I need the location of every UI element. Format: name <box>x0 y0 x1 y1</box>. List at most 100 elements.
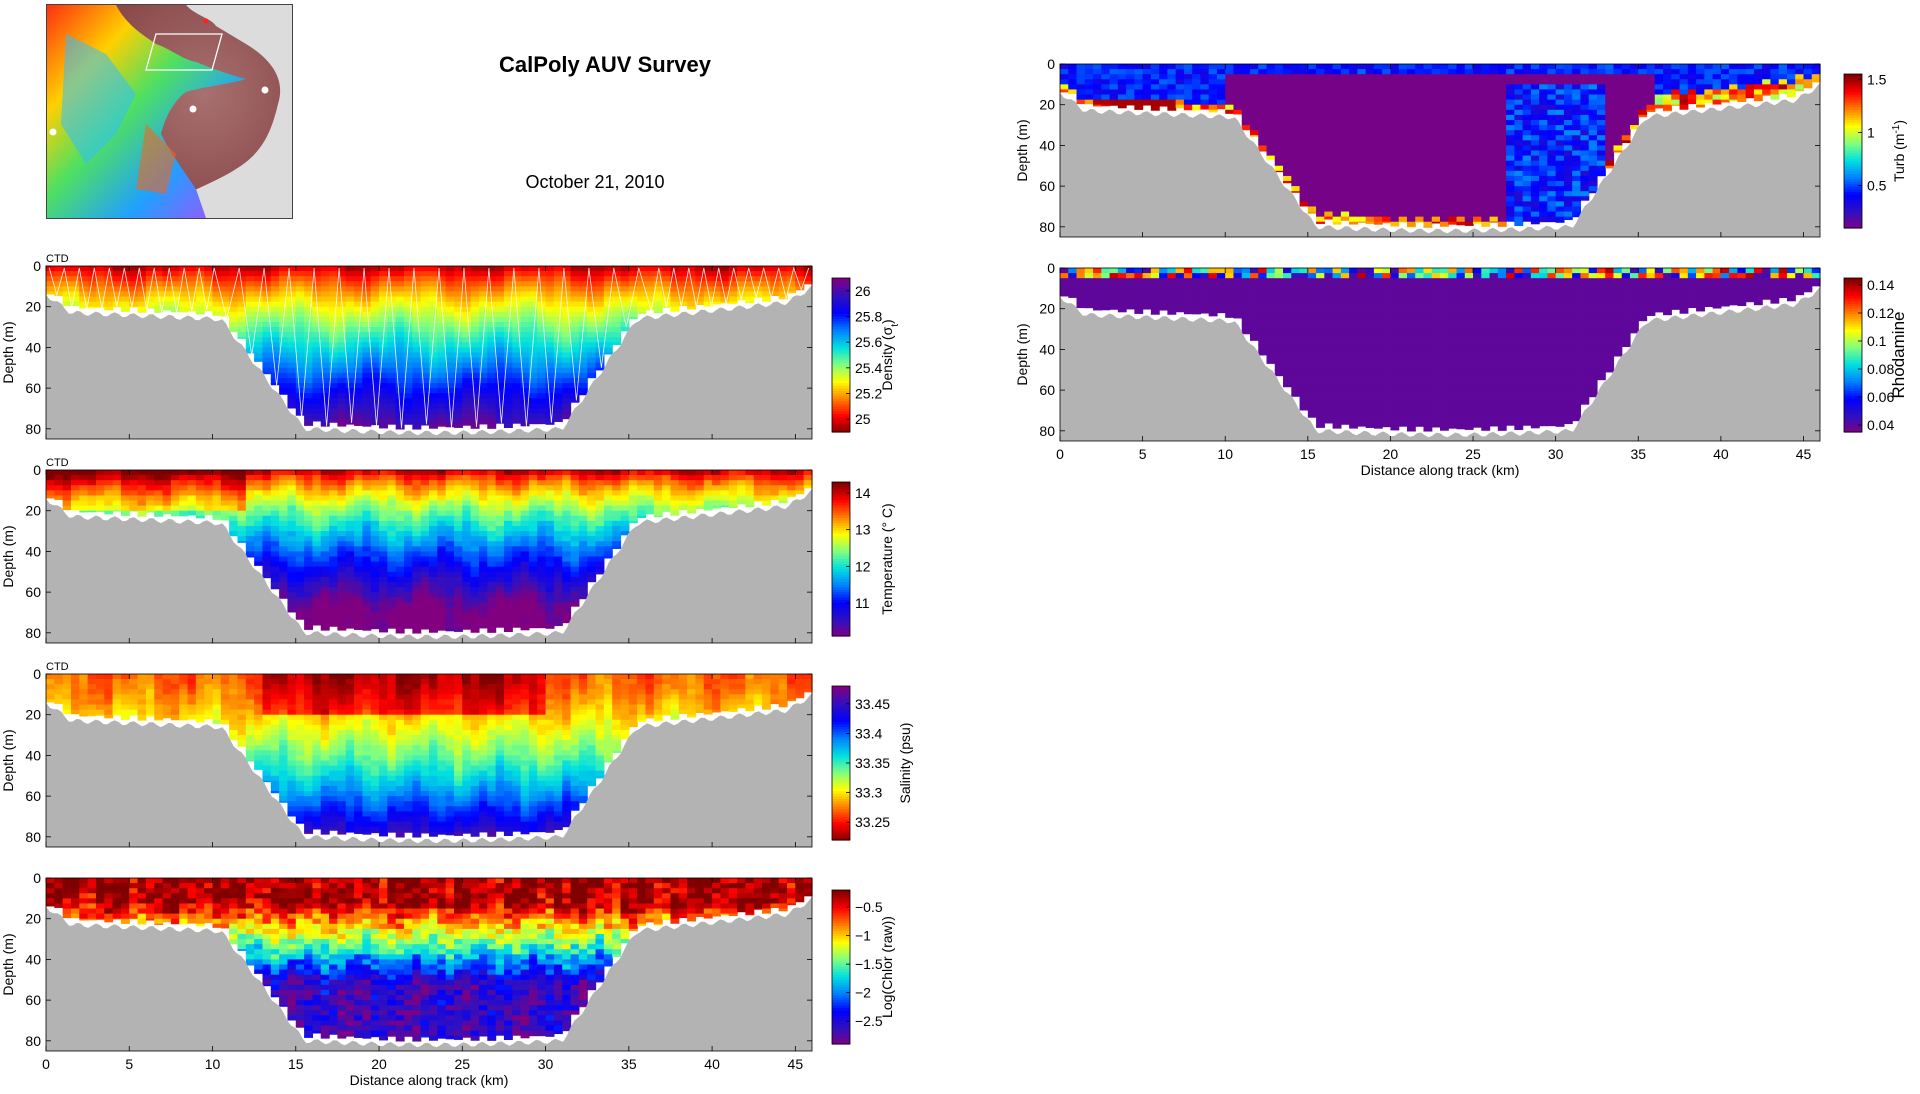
y-tick-label: 20 <box>25 707 41 723</box>
x-tick-label: 45 <box>1796 446 1812 462</box>
x-tick-label: 0 <box>1056 446 1064 462</box>
temperature-section: 0 20 40 60 80 Depth (m) CTD 11 12 13 14 Temperature… <box>0 456 920 656</box>
x-tick-label: 0 <box>42 1056 50 1072</box>
x-tick-label: 20 <box>371 1056 387 1072</box>
x-tick-label: 40 <box>704 1056 720 1072</box>
colorbar-tick-label: 0.04 <box>1867 417 1894 433</box>
colorbar-label: Turb (m-1) <box>1891 120 1908 182</box>
y-tick-label: 0 <box>1047 56 1055 72</box>
y-tick-label: 40 <box>1039 137 1055 153</box>
y-axis-label: Depth (m) <box>0 321 16 383</box>
y-tick-label: 80 <box>1039 423 1055 439</box>
x-axis-label: Distance along track (km) <box>350 1072 509 1088</box>
y-tick-label: 60 <box>25 380 41 396</box>
relief-map-icon <box>46 4 293 219</box>
x-tick-label: 35 <box>621 1056 637 1072</box>
y-tick-label: 40 <box>25 747 41 763</box>
y-tick-label: 80 <box>1039 219 1055 235</box>
colorbar-tick-label: −1 <box>855 928 871 944</box>
colorbar-tick-label: 0.14 <box>1867 277 1894 293</box>
y-axis-label: Depth (m) <box>0 729 16 791</box>
page-title: CalPoly AUV Survey <box>380 52 830 78</box>
y-tick-label: 0 <box>1047 260 1055 276</box>
x-tick-label: 15 <box>1300 446 1316 462</box>
map-inset <box>46 4 293 219</box>
x-tick-label: 35 <box>1630 446 1646 462</box>
colorbar-tick-label: −2 <box>855 985 871 1001</box>
colorbar-tick-label: 1.5 <box>1867 71 1887 87</box>
x-tick-label: 25 <box>455 1056 471 1072</box>
colorbar-tick-label: 13 <box>855 522 871 538</box>
x-tick-label: 10 <box>205 1056 221 1072</box>
colorbar-tick-label: 25 <box>855 411 871 427</box>
colorbar-tick-label: 0.1 <box>1867 333 1887 349</box>
colorbar-label: Temperature (° C) <box>879 503 895 614</box>
y-tick-label: 20 <box>25 299 41 315</box>
x-tick-label: 30 <box>538 1056 554 1072</box>
x-tick-label: 20 <box>1383 446 1399 462</box>
y-tick-label: 0 <box>33 462 41 478</box>
colorbar-tick-label: 14 <box>855 485 871 501</box>
y-tick-label: 80 <box>25 421 41 437</box>
x-tick-label: 10 <box>1217 446 1233 462</box>
y-tick-label: 40 <box>25 951 41 967</box>
colorbar-tick-label: 33.25 <box>855 814 890 830</box>
x-tick-label: 45 <box>788 1056 804 1072</box>
colorbar: 0.5 1 1.5 Turb (m-1) <box>1844 71 1907 228</box>
survey-date: October 21, 2010 <box>430 172 760 193</box>
y-tick-label: 80 <box>25 829 41 845</box>
colorbar-tick-label: 33.45 <box>855 696 890 712</box>
colorbar-label: Salinity (psu) <box>897 723 913 804</box>
y-axis-label: Depth (m) <box>0 933 16 995</box>
colorbar-tick-label: 1 <box>1867 124 1875 140</box>
x-axis-label: Distance along track (km) <box>1361 462 1520 478</box>
temperature-chart: 0 20 40 60 80 Depth (m) CTD 11 12 13 14 Temperature… <box>0 456 920 656</box>
y-tick-label: 0 <box>33 666 41 682</box>
colorbar-tick-label: 11 <box>855 595 870 611</box>
y-tick-label: 80 <box>25 625 41 641</box>
y-axis-label: Depth (m) <box>1014 323 1030 385</box>
x-tick-label: 5 <box>125 1056 133 1072</box>
panel-label: CTD <box>46 457 69 469</box>
x-tick-label: 25 <box>1465 446 1481 462</box>
panel-label: CTD <box>46 661 69 673</box>
y-axis-label: Depth (m) <box>1014 119 1030 181</box>
colorbar-tick-label: 12 <box>855 558 871 574</box>
colorbar-tick-label: 33.35 <box>855 755 890 771</box>
panel-label: CTD <box>46 253 69 265</box>
x-tick-label: 30 <box>1548 446 1564 462</box>
x-tick-label: 15 <box>288 1056 304 1072</box>
y-tick-label: 0 <box>33 870 41 886</box>
station-dot-icon <box>50 129 57 136</box>
y-tick-label: 20 <box>1039 301 1055 317</box>
y-axis-label: Depth (m) <box>0 525 16 587</box>
station-dot-icon <box>190 106 197 113</box>
y-tick-label: 40 <box>25 543 41 559</box>
y-tick-label: 40 <box>25 339 41 355</box>
y-tick-label: 20 <box>25 911 41 927</box>
y-tick-label: 20 <box>25 503 41 519</box>
x-tick-label: 40 <box>1713 446 1729 462</box>
colorbar-label: Log(Chlor (raw)) <box>879 916 895 1018</box>
y-tick-label: 60 <box>25 992 41 1008</box>
colorbar: 11 12 13 14 Temperature (° C) <box>832 482 895 637</box>
colorbar-tick-label: 0.5 <box>1867 178 1887 194</box>
y-tick-label: 60 <box>25 584 41 600</box>
y-tick-label: 60 <box>1039 178 1055 194</box>
station-dot-icon <box>262 87 269 94</box>
y-tick-label: 60 <box>1039 382 1055 398</box>
